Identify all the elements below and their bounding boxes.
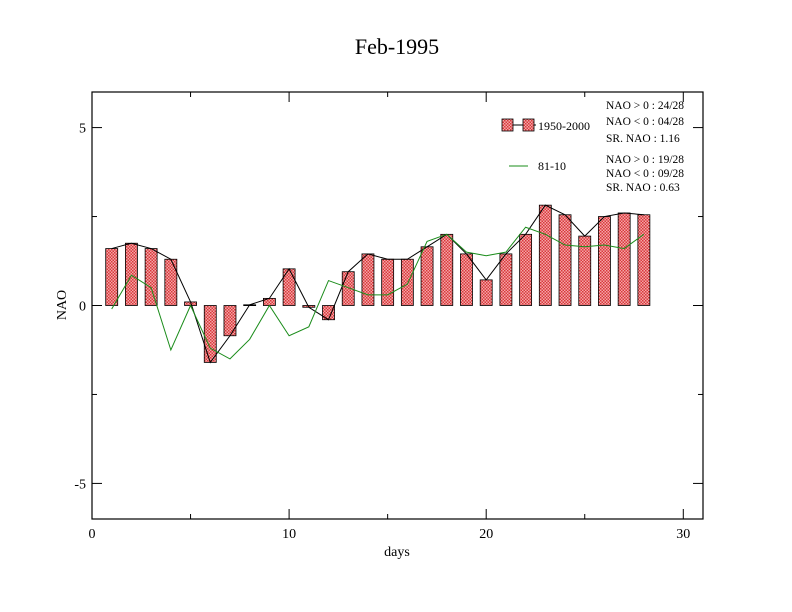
stats-8110-positive: NAO > 0 : 19/28 (606, 154, 684, 166)
bar-day-24 (558, 214, 572, 306)
stats-1950-sr: SR. NAO : 1.16 (606, 133, 680, 145)
bar-day-14 (361, 253, 375, 306)
bar-day-22 (519, 233, 533, 306)
bar-day-4 (164, 258, 178, 306)
bar-day-15 (381, 258, 395, 306)
y-tick-label-5: 5 (79, 122, 86, 137)
bar-day-17 (420, 246, 434, 306)
legend-entry-81-10: 81-10 (509, 159, 566, 173)
legend-swatch-2 (522, 118, 535, 132)
x-tick-label-30: 30 (676, 527, 690, 542)
stats-1950-positive: NAO > 0 : 24/28 (606, 100, 684, 112)
bar-day-16 (400, 258, 414, 306)
series-line-81-10 (111, 226, 645, 360)
legend: 1950-2000 81-10 (501, 118, 590, 173)
bar-day-3 (144, 248, 158, 306)
y-axis-label: NAO (55, 290, 70, 320)
bar-day-2 (125, 242, 138, 306)
bar-day-18 (440, 233, 454, 306)
bar-day-19 (460, 253, 473, 306)
x-axis-label: days (384, 545, 410, 560)
stats-annotations: NAO > 0 : 24/28 NAO < 0 : 04/28 SR. NAO … (606, 100, 684, 194)
y-tick-label-0: 0 (79, 300, 86, 315)
y-tick-label--5: -5 (74, 477, 86, 492)
bar-day-6 (203, 305, 217, 363)
bar-day-21 (499, 253, 513, 306)
legend-entry-1950-2000: 1950-2000 (501, 118, 590, 133)
legend-label-81-10: 81-10 (538, 159, 566, 173)
x-tick-label-0: 0 (89, 527, 96, 542)
bar-day-1 (105, 248, 119, 306)
legend-swatch-1 (501, 118, 514, 132)
stats-1950-negative: NAO < 0 : 04/28 (606, 116, 684, 128)
bar-day-26 (598, 216, 611, 306)
x-tick-label-20: 20 (479, 527, 493, 542)
chart-title: Feb-1995 (355, 34, 439, 59)
bar-day-13 (341, 271, 355, 306)
stats-8110-negative: NAO < 0 : 09/28 (606, 168, 684, 180)
bar-day-28 (637, 214, 651, 306)
x-tick-label-10: 10 (282, 527, 296, 542)
bar-day-23 (538, 204, 552, 306)
series-line-1950-2000 (111, 204, 644, 364)
bar-day-20 (479, 279, 493, 306)
bar-day-27 (617, 212, 631, 306)
bar-day-7 (223, 305, 237, 337)
legend-label-1950-2000: 1950-2000 (538, 119, 590, 133)
stats-8110-sr: SR. NAO : 0.63 (606, 182, 680, 194)
